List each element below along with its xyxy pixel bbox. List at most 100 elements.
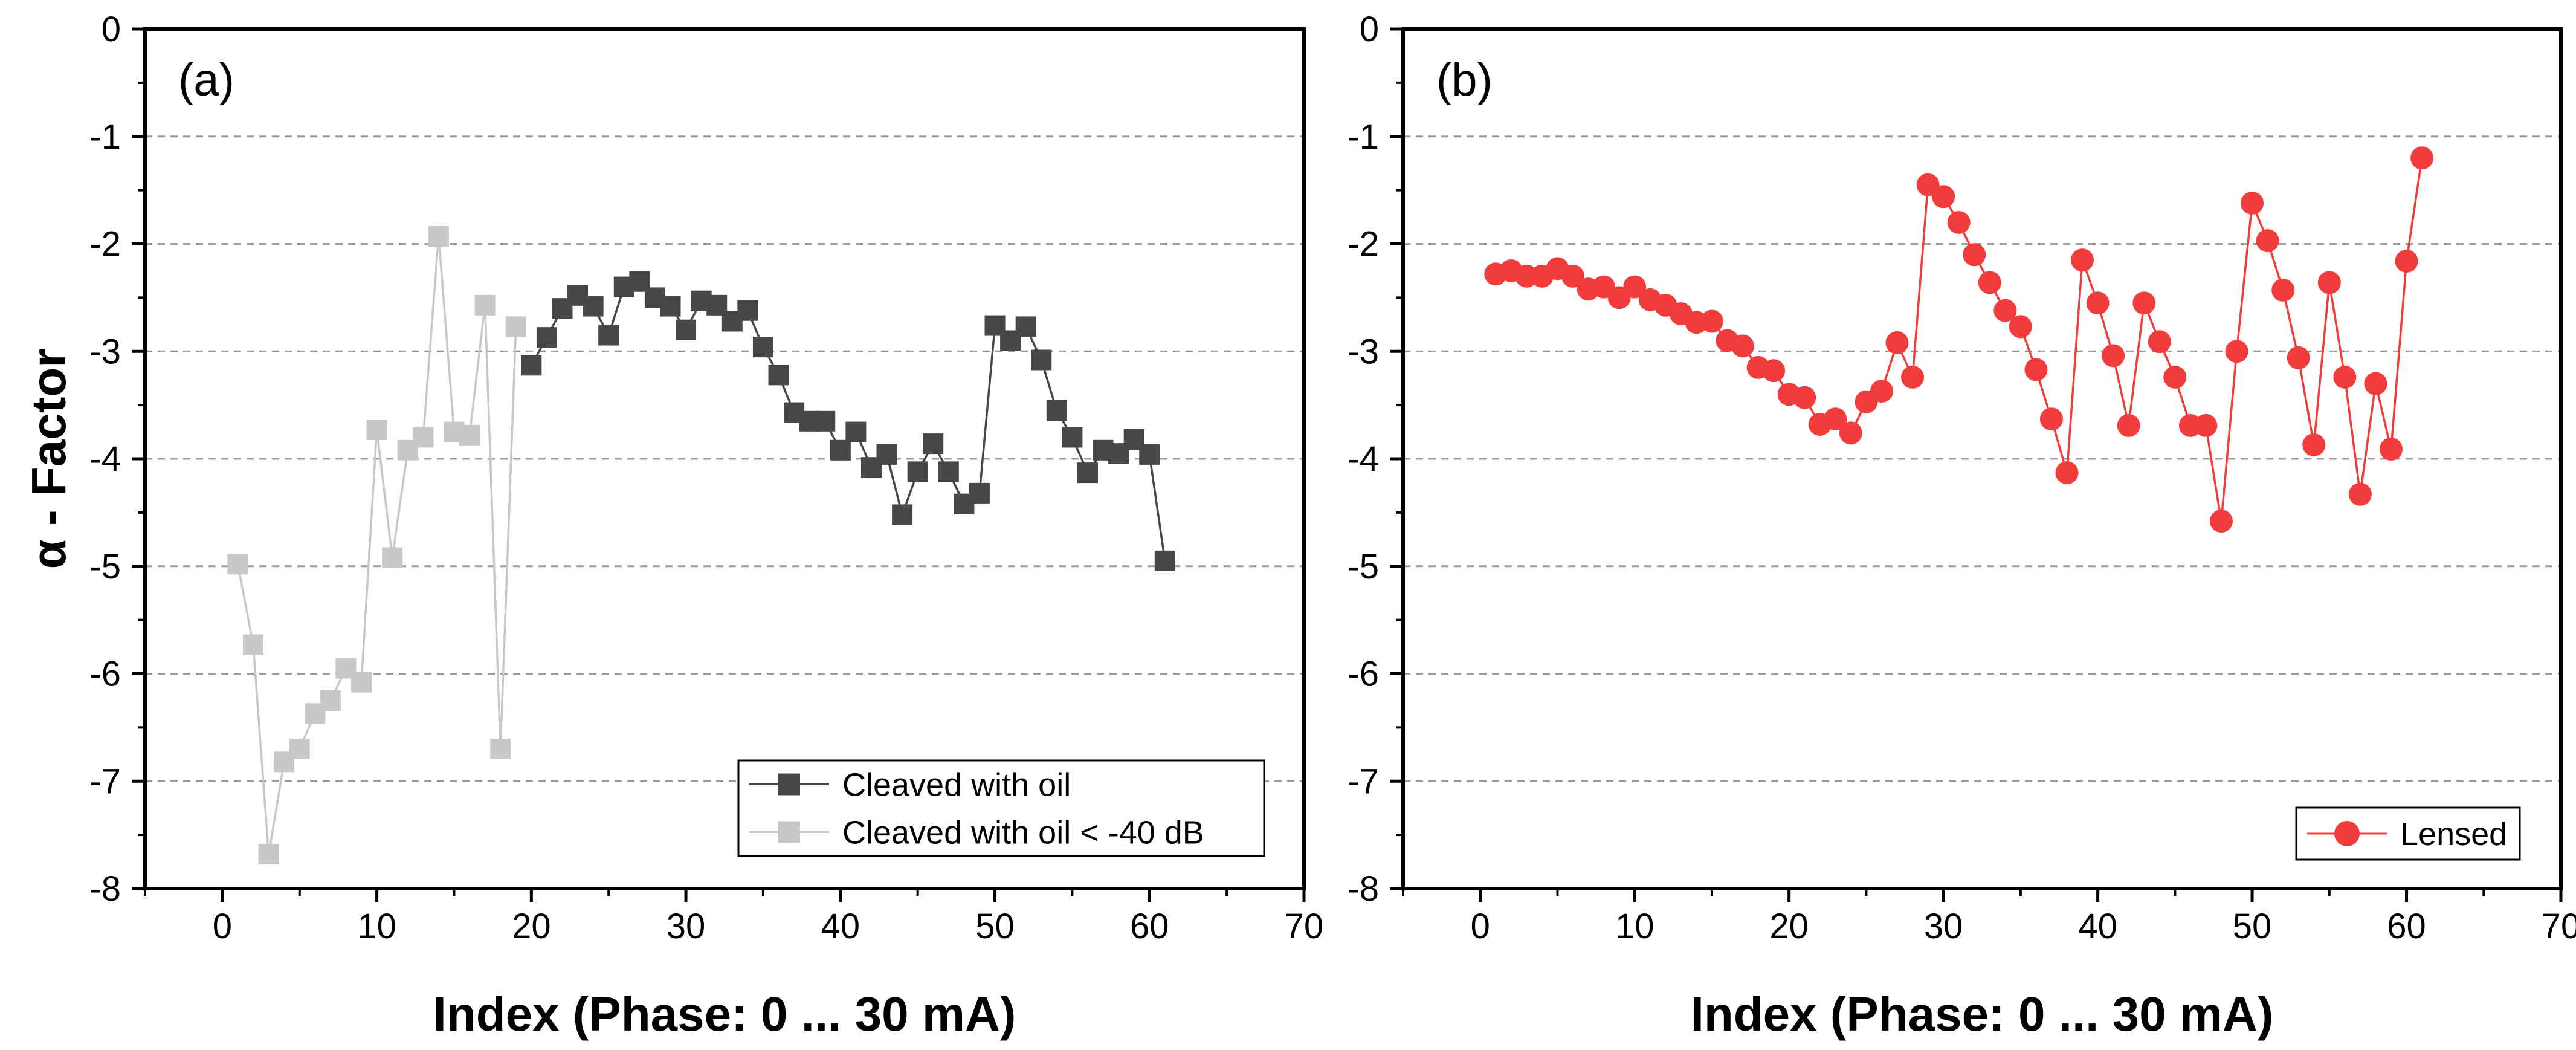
x-axis-title-b: Index (Phase: 0 ... 30 mA) (1691, 987, 2274, 1041)
y-tick-label-b: -8 (1348, 869, 1379, 909)
x-tick-label-a: 20 (512, 907, 551, 946)
axis-ticks-b: 0 -1 -2 -3 -4 -5 -6 -7 -8 0 10 20 30 40 50 60 70 (1348, 10, 2576, 946)
data-point (1062, 427, 1083, 448)
y-tick-label-a: -3 (89, 332, 121, 371)
data-point (1031, 349, 1052, 371)
data-point (1793, 386, 1816, 409)
data-point (2194, 413, 2218, 437)
data-point (1824, 407, 1847, 431)
data-point (428, 226, 449, 247)
legend-box-a (737, 759, 1265, 857)
data-point (2209, 510, 2233, 533)
panel-label-b: (b) (1436, 54, 1493, 106)
data-point (1077, 462, 1098, 484)
data-point (2241, 191, 2264, 215)
data-point (969, 482, 990, 504)
data-point (845, 421, 867, 442)
y-tick-label-a: -2 (89, 225, 121, 264)
data-point (505, 316, 526, 337)
data-point (289, 738, 310, 759)
x-tick-label-a: 0 (213, 907, 232, 946)
legend-label-cleaved-below-40db: Cleaved with oil < -40 dB (842, 815, 1204, 851)
y-tick-label-a: -6 (89, 655, 121, 694)
legend-label-cleaved-with-oil: Cleaved with oil (842, 767, 1071, 803)
data-point (366, 420, 387, 441)
data-point (2287, 346, 2310, 369)
data-point (660, 296, 681, 317)
axis-ticks-a: 0 -1 -2 -3 -4 -5 -6 -7 -8 0 10 20 30 40 50 60 70 (89, 10, 1323, 946)
x-tick-label-a: 10 (357, 907, 396, 946)
data-point (892, 504, 913, 525)
data-point (876, 444, 897, 465)
x-tick-label-a: 70 (1285, 907, 1324, 946)
data-point (2410, 146, 2434, 170)
data-point (1901, 365, 1925, 389)
legend-b: Lensed (2295, 806, 2521, 861)
data-point (2271, 278, 2295, 302)
data-point (1947, 210, 1971, 234)
data-point (923, 433, 944, 455)
y-tick-label-b: -5 (1348, 547, 1379, 586)
data-point (1700, 309, 1723, 333)
y-tick-label-b: -2 (1348, 225, 1379, 264)
data-point (1139, 444, 1160, 465)
x-tick-label-b: 40 (2078, 907, 2117, 946)
data-point (2132, 291, 2156, 315)
data-point (1978, 271, 2001, 294)
legend-label-lensed: Lensed (2400, 816, 2507, 852)
data-point (2225, 340, 2248, 363)
y-tick-label-a: -7 (89, 762, 121, 801)
data-point (1932, 185, 1955, 209)
data-point (1762, 359, 1786, 383)
data-point (227, 554, 248, 575)
data-point (382, 547, 403, 568)
x-tick-label-a: 40 (821, 907, 860, 946)
data-point (521, 355, 542, 376)
data-point (598, 325, 619, 346)
data-point (2302, 433, 2326, 456)
data-point (2102, 344, 2125, 368)
y-tick-label-b: -1 (1348, 117, 1379, 157)
data-point (830, 439, 851, 461)
x-tick-label-b: 50 (2233, 907, 2272, 946)
data-point (907, 461, 928, 482)
chart-panel-a: 0 -1 -2 -3 -4 -5 -6 -7 -8 0 10 20 30 40 50 60 70 (a) Ind… (22, 10, 1323, 1041)
y-tick-label-a: -5 (89, 547, 121, 586)
data-point (351, 672, 372, 693)
data-point (490, 738, 511, 759)
data-point (1046, 400, 1067, 421)
x-tick-label-b: 30 (1924, 907, 1963, 946)
legend-marker-cleaved-with-oil (778, 773, 800, 796)
data-point (413, 427, 434, 448)
series-area-b (1484, 146, 2434, 533)
data-point (2379, 438, 2403, 461)
y-axis-title-a: α - Factor (22, 349, 76, 569)
data-point (1885, 331, 1909, 355)
x-tick-label-a: 30 (667, 907, 706, 946)
data-point (243, 634, 264, 655)
data-point (258, 844, 279, 865)
x-tick-label-b: 0 (1471, 907, 1490, 946)
data-point (2256, 229, 2279, 253)
data-point (1561, 264, 1585, 288)
data-point (2364, 372, 2387, 395)
data-point (1963, 243, 1986, 267)
data-point (2055, 461, 2079, 485)
y-tick-label-b: -6 (1348, 655, 1379, 694)
data-point (1154, 550, 1175, 571)
data-point (1623, 275, 1647, 299)
y-tick-label-b: -7 (1348, 762, 1379, 801)
x-tick-label-b: 70 (2542, 907, 2576, 946)
data-point (1015, 316, 1036, 337)
y-tick-label-a: -4 (89, 439, 121, 479)
data-point (2117, 413, 2140, 437)
data-point (752, 337, 773, 358)
data-point (2009, 315, 2032, 339)
data-point (2071, 248, 2094, 272)
data-point (2148, 330, 2171, 354)
data-point (737, 300, 758, 321)
data-point (2024, 358, 2048, 381)
data-point (938, 461, 959, 482)
data-point (474, 294, 496, 316)
chart-panel-b: 0 -1 -2 -3 -4 -5 -6 -7 -8 0 10 20 30 40 50 60 70 (b) Ind… (1348, 10, 2576, 1041)
